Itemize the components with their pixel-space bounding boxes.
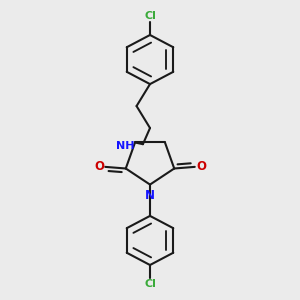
Text: Cl: Cl: [144, 279, 156, 289]
Text: Cl: Cl: [144, 11, 156, 21]
Text: N: N: [145, 189, 155, 203]
Text: O: O: [94, 160, 104, 173]
Text: NH: NH: [116, 141, 135, 151]
Text: O: O: [196, 160, 206, 173]
